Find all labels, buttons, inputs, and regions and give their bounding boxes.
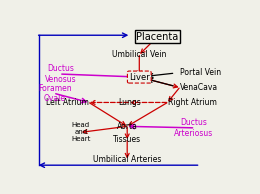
Text: Lungs: Lungs xyxy=(118,98,141,107)
Text: Portal Vein: Portal Vein xyxy=(180,68,221,77)
Text: Foramen
Ovale: Foramen Ovale xyxy=(38,84,72,103)
Text: Ductus
Venosus: Ductus Venosus xyxy=(45,64,76,84)
Text: Ductus
Arteriosus: Ductus Arteriosus xyxy=(174,118,213,138)
Text: Placenta: Placenta xyxy=(136,32,179,42)
Text: Aorta: Aorta xyxy=(117,122,138,131)
Text: Right Atrium: Right Atrium xyxy=(167,98,216,107)
Text: VenaCava: VenaCava xyxy=(180,83,218,92)
Text: Left Atrium: Left Atrium xyxy=(46,98,89,107)
Text: Umbilical Arteries: Umbilical Arteries xyxy=(93,155,161,164)
Text: Tissues: Tissues xyxy=(113,135,141,144)
Text: Head
and
Heart: Head and Heart xyxy=(71,122,90,142)
Text: Umbilical Vein: Umbilical Vein xyxy=(112,50,166,59)
Text: Liver: Liver xyxy=(129,73,150,81)
